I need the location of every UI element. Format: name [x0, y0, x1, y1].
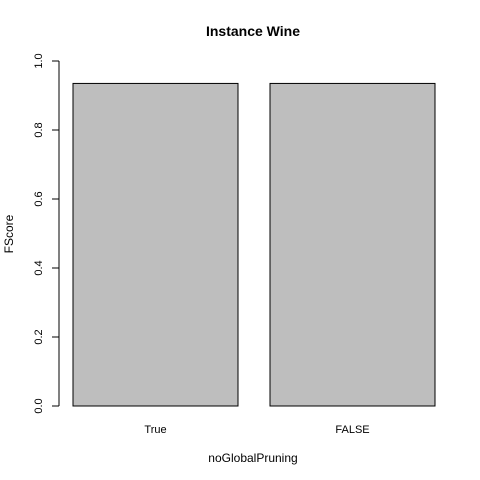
chart-title: Instance Wine	[206, 23, 300, 39]
bar-true	[72, 82, 239, 407]
y-tick-label: 1.0	[33, 53, 45, 68]
bar-false	[269, 82, 436, 407]
y-tick-label: 0.6	[33, 191, 45, 206]
bars-group	[72, 82, 436, 407]
x-tick-label: FALSE	[335, 424, 369, 436]
y-tick-label: 0.2	[33, 329, 45, 344]
x-tick-label: True	[144, 424, 166, 436]
y-tick-label: 0.4	[33, 260, 45, 275]
y-tick-label: 0.0	[33, 398, 45, 413]
y-axis: 0.0 0.2 0.4 0.6 0.8 1.0	[33, 53, 60, 414]
y-tick-label: 0.8	[33, 122, 45, 137]
x-tick-labels: True FALSE	[144, 424, 369, 436]
y-axis-label: FScore	[2, 214, 16, 253]
x-axis-label: noGlobalPruning	[208, 451, 297, 465]
